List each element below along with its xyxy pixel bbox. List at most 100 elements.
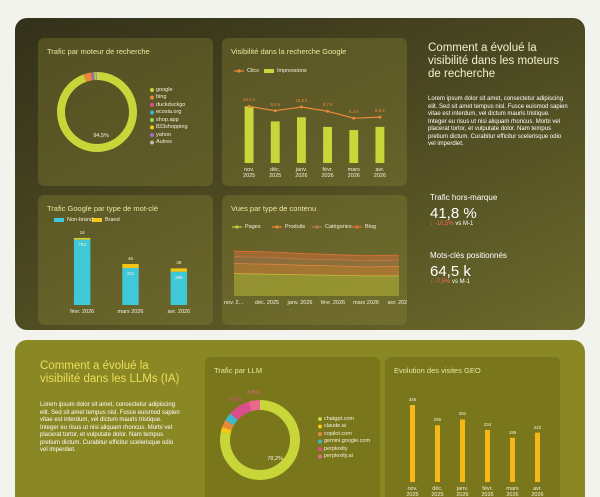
x-tick-label: janv. 2026 xyxy=(295,167,308,180)
chart-panel: Trafic Google par type de mot-clé Non-bra… xyxy=(38,195,213,325)
donut-segment xyxy=(230,401,252,421)
legend-marker xyxy=(150,125,154,130)
bar xyxy=(296,117,306,163)
kpi-value: 64,5 k xyxy=(430,263,471,280)
bar-segment xyxy=(73,239,91,305)
x-tick-label: févr. 2026 xyxy=(321,167,334,180)
x-tick-label: févr. 2026 xyxy=(70,309,95,315)
x-tick-label: mars 2026 xyxy=(347,167,360,180)
data-label: 46 xyxy=(127,256,133,262)
section-heading: Comment a évolué la visibilité dans les … xyxy=(428,42,560,81)
donut-segment xyxy=(57,72,137,152)
legend-marker xyxy=(355,225,359,229)
kpi-comparison: vs M-1 xyxy=(452,279,471,285)
legend-label: shop.app xyxy=(156,116,179,123)
data-label: 388 xyxy=(175,274,183,280)
x-tick-label: févr. 2026 xyxy=(320,300,346,306)
donut-segment xyxy=(222,420,234,431)
data-label: 94,5% xyxy=(93,132,109,139)
x-tick-label: mars 2026 xyxy=(353,300,379,306)
bar xyxy=(535,432,540,482)
legend-marker xyxy=(318,439,322,444)
x-tick-label: févr. 2026 xyxy=(481,486,494,497)
line-point xyxy=(299,105,303,109)
chart xyxy=(57,71,154,152)
area-line xyxy=(233,256,400,262)
legend-marker xyxy=(150,110,154,115)
line xyxy=(248,105,380,119)
donut-segment xyxy=(220,400,300,480)
bar xyxy=(435,425,440,482)
chart xyxy=(410,405,540,482)
x-tick-label: avr. 2026 xyxy=(373,167,387,180)
legend-marker xyxy=(264,69,274,73)
kpi-label: Trafic hors-marque xyxy=(430,193,498,202)
legend-label: Non-brand xyxy=(67,216,93,223)
legend-label: gemini.google.com xyxy=(324,438,371,444)
legend-marker xyxy=(92,218,102,222)
data-label: 346 xyxy=(408,397,417,402)
x-tick-label: déc. 2025 xyxy=(431,486,444,497)
line-point xyxy=(378,115,382,119)
data-label: 8,9% xyxy=(228,397,242,404)
x-tick-label: avr. 2026 xyxy=(387,300,407,306)
bar xyxy=(485,429,490,482)
legend-marker xyxy=(150,118,154,122)
chart-panel: Evolution des visites GEO 346 nov. 2025 255… xyxy=(385,357,560,497)
donut-segment xyxy=(83,72,93,82)
data-label: 10,6 k xyxy=(242,97,256,103)
legend-label: perplexity.ai xyxy=(324,453,353,459)
chart xyxy=(232,225,400,296)
legend-label: bing xyxy=(156,94,167,100)
bar xyxy=(375,126,385,163)
data-label: 8,6 k xyxy=(375,108,385,114)
legend-label: Clics xyxy=(247,67,259,74)
legend-marker xyxy=(150,95,154,100)
donut-segment xyxy=(248,400,261,412)
data-label: 10,5 k xyxy=(295,98,308,103)
bar xyxy=(270,121,280,163)
chart-title: Vues par type de contenu xyxy=(231,204,317,213)
kpi-delta: ↓ -10,5% xyxy=(430,221,454,227)
data-label: 78,2% xyxy=(267,455,283,462)
legend-marker xyxy=(150,133,154,137)
x-tick-label: avr. 2026 xyxy=(167,309,191,315)
x-tick-label: déc. 2025 xyxy=(269,167,282,180)
legend-label: perplexity xyxy=(324,445,348,452)
legend-label: copilot.com xyxy=(324,430,352,437)
legend-marker xyxy=(54,218,64,222)
x-tick-label: nov. 2025 xyxy=(242,167,256,180)
search-card xyxy=(15,18,585,330)
legend-marker xyxy=(318,447,322,451)
data-label: 18 xyxy=(79,229,85,235)
legend-marker xyxy=(237,69,241,73)
x-tick-label: déc. 2025 xyxy=(254,300,280,306)
chart-panel: Vues par type de contenu Pages Produits Cat… xyxy=(222,195,407,325)
x-tick-label: avr. 2026 xyxy=(531,486,544,497)
data-label: 9,7 k xyxy=(322,102,333,108)
data-label: 38 xyxy=(176,260,182,266)
x-tick-label: janv. 2026 xyxy=(287,300,313,306)
bar xyxy=(510,437,515,482)
line-point xyxy=(273,109,277,113)
data-label: 8,4 k xyxy=(348,109,359,115)
legend-label: Pages xyxy=(245,223,261,230)
data-label: 281 xyxy=(458,411,467,417)
area-line xyxy=(233,263,400,268)
chart xyxy=(54,218,188,305)
area xyxy=(234,263,399,276)
kpi-change: ↓ -10,5% vs M-1 xyxy=(430,221,473,227)
legend-marker xyxy=(235,225,239,229)
bar-segment xyxy=(73,237,91,240)
line-point xyxy=(352,116,356,120)
section-text: Lorem ipsum dolor sit amet, consectetur … xyxy=(428,96,568,147)
data-label: 234 xyxy=(483,421,492,427)
data-label: 222 xyxy=(533,424,542,430)
x-tick-label: mars 2026 xyxy=(506,486,519,497)
donut-segment xyxy=(220,426,232,435)
x-tick-label: mars 2026 xyxy=(117,309,144,315)
legend-label: Brand xyxy=(105,216,120,223)
chart xyxy=(220,400,322,480)
chart-panel: Visibilité dans la recherche Google Clics… xyxy=(222,38,407,186)
area xyxy=(234,251,399,261)
